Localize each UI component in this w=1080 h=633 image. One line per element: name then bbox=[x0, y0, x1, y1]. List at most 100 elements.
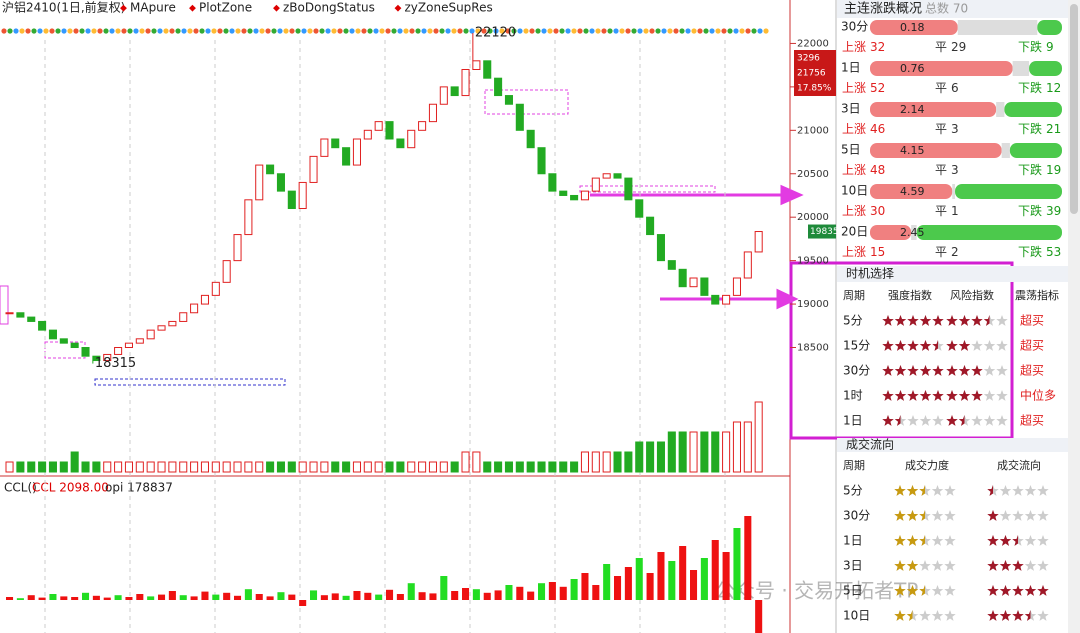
up-label: 上涨 bbox=[842, 244, 866, 259]
star-empty bbox=[983, 340, 996, 351]
ccl-bar bbox=[266, 596, 274, 600]
ccl-bar bbox=[451, 591, 459, 600]
star-empty bbox=[1037, 535, 1049, 546]
status-dot bbox=[307, 28, 313, 34]
ccl-bar bbox=[288, 594, 296, 600]
star bbox=[971, 365, 983, 376]
status-dot bbox=[553, 28, 559, 34]
status-dot bbox=[763, 28, 769, 34]
candle bbox=[81, 347, 90, 357]
period: 5日 bbox=[841, 143, 861, 157]
volume-bar bbox=[331, 461, 340, 473]
star-empty bbox=[919, 610, 931, 621]
star-empty bbox=[931, 610, 944, 621]
status-dot bbox=[7, 28, 13, 34]
down-label: 下跌 bbox=[1018, 244, 1042, 259]
status-dot bbox=[271, 28, 277, 34]
ccl-bar bbox=[668, 561, 676, 600]
volume-bar bbox=[407, 461, 416, 473]
status-dot bbox=[523, 28, 529, 34]
ccl-bar bbox=[158, 594, 166, 600]
candle bbox=[743, 251, 752, 279]
volume-bar bbox=[255, 461, 264, 473]
status-dot bbox=[739, 28, 745, 34]
candle bbox=[537, 147, 546, 175]
status-dot bbox=[127, 28, 133, 34]
candle bbox=[157, 325, 166, 331]
star bbox=[999, 610, 1012, 621]
candle bbox=[363, 129, 372, 140]
down-count: 39 bbox=[1046, 204, 1061, 218]
scroll-thumb[interactable] bbox=[1070, 4, 1078, 214]
candle bbox=[70, 342, 79, 349]
volume-bar bbox=[754, 401, 763, 473]
status-dot bbox=[589, 28, 595, 34]
ccl-bar bbox=[483, 592, 491, 600]
status-dot bbox=[37, 28, 43, 34]
sub-title: CCL() bbox=[4, 481, 37, 495]
star-empty bbox=[996, 390, 1008, 401]
ccl-bar bbox=[570, 579, 578, 600]
ccl-bar bbox=[125, 597, 133, 600]
column-header: 风险指数 bbox=[950, 288, 994, 302]
ccl-bar bbox=[548, 582, 556, 600]
candle bbox=[233, 234, 242, 262]
star bbox=[882, 340, 894, 351]
ccl-bar bbox=[538, 583, 546, 600]
volume-bar bbox=[374, 461, 383, 473]
status-dot bbox=[349, 28, 355, 34]
status-dot bbox=[577, 28, 583, 34]
volume-bar bbox=[559, 461, 568, 473]
up-share bbox=[870, 102, 997, 117]
signal: 中位多 bbox=[1020, 388, 1056, 403]
down-label: 下跌 bbox=[1018, 80, 1042, 95]
candle bbox=[374, 121, 383, 131]
flat-label: 平 bbox=[935, 204, 947, 218]
down-count: 21 bbox=[1046, 122, 1061, 136]
arrows bbox=[590, 184, 804, 310]
ccl-bar bbox=[407, 583, 415, 600]
volume-bar bbox=[48, 461, 57, 473]
status-dot bbox=[709, 28, 715, 34]
up: 上涨 46 bbox=[842, 121, 885, 136]
star bbox=[919, 365, 932, 376]
period: 20日 bbox=[841, 225, 868, 239]
volume-bar bbox=[157, 461, 166, 473]
ccl-bar bbox=[277, 592, 285, 600]
period: 1日 bbox=[843, 414, 863, 428]
volume-bar bbox=[244, 461, 253, 473]
volume-bar bbox=[656, 441, 665, 473]
volume-bar bbox=[266, 461, 275, 473]
ccl-bar bbox=[342, 595, 350, 600]
ccl-bar bbox=[201, 591, 209, 600]
status-dot bbox=[193, 28, 199, 34]
status-dot bbox=[511, 28, 517, 34]
star bbox=[971, 315, 983, 326]
candle bbox=[667, 260, 676, 270]
ccl-bar bbox=[60, 596, 68, 600]
status-dot bbox=[565, 28, 571, 34]
volume-bar bbox=[385, 461, 394, 473]
ccl-bar bbox=[559, 586, 567, 600]
volume-bar bbox=[678, 431, 687, 473]
star-empty bbox=[996, 340, 1008, 351]
status-dot bbox=[409, 28, 415, 34]
candle bbox=[38, 320, 47, 331]
star bbox=[987, 485, 993, 496]
avg-change: 2.14 bbox=[900, 103, 925, 116]
ccl-bar bbox=[592, 585, 600, 600]
candle bbox=[635, 199, 644, 218]
status-dot bbox=[673, 28, 679, 34]
up-share bbox=[870, 225, 912, 240]
panel-total: 总数 70 bbox=[925, 1, 968, 16]
volume-bar bbox=[342, 461, 351, 473]
volume-bar bbox=[439, 461, 448, 473]
star bbox=[894, 535, 906, 546]
status-dot bbox=[385, 28, 391, 34]
down-share bbox=[1029, 61, 1062, 76]
status-dot bbox=[493, 28, 499, 34]
y-tick-label: 20500 bbox=[797, 169, 829, 180]
up-count: 48 bbox=[870, 163, 885, 177]
